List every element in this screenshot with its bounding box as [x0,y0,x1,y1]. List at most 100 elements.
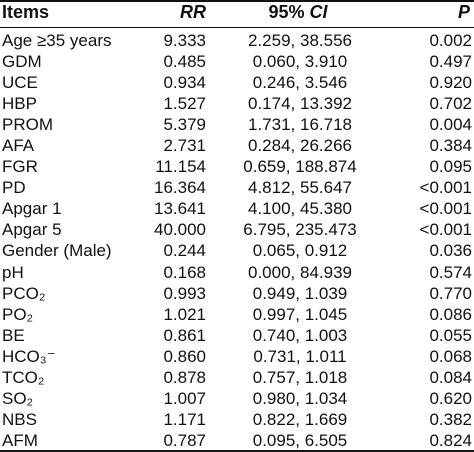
cell-rr: 1.527 [163,94,206,114]
cell-ci: 2.259, 38.556 [248,31,352,50]
cell-p: <0.001 [419,199,472,219]
cell-ci: 0.731, 1.011 [253,346,347,366]
cell-ci: 0.095, 6.505 [252,430,348,450]
table-top-rule [0,0,474,2]
table-row: AFA 2.731 0.284, 26.266 0.384 [0,135,474,156]
cell-rr: 0.934 [163,73,206,93]
cell-item: Age ≥35 years [2,31,112,50]
cell-ci: 0.246, 3.546 [252,73,348,93]
cell-ci: 0.659, 188.874 [243,157,357,177]
cell-item: Gender (Male) [2,241,112,261]
cell-ci: 4.812, 55.647 [248,178,352,198]
cell-p: 0.004 [429,115,472,135]
cell-p: 0.086 [429,304,472,324]
cell-item: PROM [2,115,53,135]
cell-rr: 11.154 [155,157,206,177]
cell-p: 0.574 [429,262,472,282]
cell-item: PO₂ [2,304,34,324]
cell-item: BE [2,325,25,345]
table-row: Apgar 5 40.000 6.795, 235.473 <0.001 [0,219,474,240]
cell-rr: 5.379 [163,115,206,135]
cell-item: FGR [2,157,38,177]
cell-p: <0.001 [419,220,472,240]
table-row: PD 16.364 4.812, 55.647 <0.001 [0,177,474,198]
header-items: Items [2,2,50,22]
table-row: BE 0.861 0.740, 1.003 0.055 [0,325,474,346]
cell-item: HCO₃⁻ [2,346,56,366]
cell-ci: 0.949, 1.039 [252,283,348,303]
table-row: HBP 1.527 0.174, 13.392 0.702 [0,93,474,114]
header-ci-prefix: 95% [268,2,310,22]
cell-item: AFA [2,136,35,156]
cell-ci: 0.997, 1.045 [252,304,348,324]
cell-p: 0.036 [429,241,472,261]
cell-rr: 1.007 [163,388,206,408]
cell-ci: 0.065, 0.912 [252,241,348,261]
table-row: AFM 0.787 0.095, 6.505 0.824 [0,430,474,451]
cell-ci: 1.731, 16.718 [248,115,352,135]
table-row: pH 0.168 0.000, 84.939 0.574 [0,262,474,283]
cell-rr: 13.641 [154,199,206,219]
cell-item: SO₂ [2,388,34,408]
table-body: Age ≥35 years 9.333 2.259, 38.556 0.002 GDM 0… [0,30,474,451]
cell-p: 0.002 [429,31,472,50]
table-row: HCO₃⁻ 0.860 0.731, 1.011 0.068 [0,346,474,367]
cell-ci: 0.000, 84.939 [248,262,352,282]
cell-p: 0.084 [429,367,472,387]
cell-rr: 0.878 [163,367,206,387]
table-row: Gender (Male) 0.244 0.065, 0.912 0.036 [0,240,474,261]
cell-ci: 0.060, 3.910 [252,52,348,72]
cell-p: 0.068 [429,346,472,366]
header-p: P [457,2,470,22]
cell-item: UCE [2,73,38,93]
cell-rr: 16.364 [154,178,206,198]
cell-item: AFM [2,430,38,450]
table-bottom-rule [0,450,474,452]
cell-p: 0.384 [429,136,472,156]
cell-ci: 0.284, 26.266 [248,136,352,156]
cell-ci: 0.757, 1.018 [252,367,348,387]
cell-ci: 0.822, 1.669 [252,409,348,429]
cell-ci: 0.740, 1.003 [252,325,348,345]
table-row: FGR 11.154 0.659, 188.874 0.095 [0,156,474,177]
cell-ci: 6.795, 235.473 [243,220,357,240]
cell-p: 0.382 [429,409,472,429]
table-row: Apgar 1 13.641 4.100, 45.380 <0.001 [0,198,474,219]
table-row: Age ≥35 years 9.333 2.259, 38.556 0.002 [0,30,474,51]
cell-ci: 0.980, 1.034 [252,388,348,408]
cell-ci: 0.174, 13.392 [248,94,352,114]
cell-rr: 9.333 [163,31,206,50]
cell-rr: 1.171 [163,409,206,429]
cell-rr: 40.000 [154,220,206,240]
header-ci-italic: CI [309,2,328,22]
table-header: Items RR 95% CI P [0,0,474,26]
cell-rr: 0.860 [163,346,206,366]
cell-p: 0.920 [429,73,472,93]
cell-p: 0.095 [429,157,472,177]
table-row: PO₂ 1.021 0.997, 1.045 0.086 [0,304,474,325]
table-row: GDM 0.485 0.060, 3.910 0.497 [0,51,474,72]
cell-rr: 0.485 [163,52,206,72]
cell-p: 0.824 [429,430,472,450]
cell-rr: 0.787 [163,430,206,450]
table-row: NBS 1.171 0.822, 1.669 0.382 [0,409,474,430]
header-rr: RR [180,2,206,22]
cell-item: NBS [2,409,37,429]
cell-rr: 0.993 [163,283,206,303]
cell-rr: 2.731 [163,136,206,156]
cell-item: HBP [2,94,37,114]
header-ci: 95% CI [238,1,358,23]
cell-p: 0.620 [429,388,472,408]
table-header-rule [0,27,474,28]
cell-item: PD [2,178,26,198]
cell-rr: 0.168 [163,262,206,282]
cell-rr: 0.861 [163,325,206,345]
table-row: PROM 5.379 1.731, 16.718 0.004 [0,114,474,135]
cell-p: 0.055 [429,325,472,345]
cell-rr: 0.244 [163,241,206,261]
table-row: TCO₂ 0.878 0.757, 1.018 0.084 [0,367,474,388]
cell-item: pH [2,262,24,282]
table-row: SO₂ 1.007 0.980, 1.034 0.620 [0,388,474,409]
cell-p: 0.770 [429,283,472,303]
cell-rr: 1.021 [163,304,206,324]
